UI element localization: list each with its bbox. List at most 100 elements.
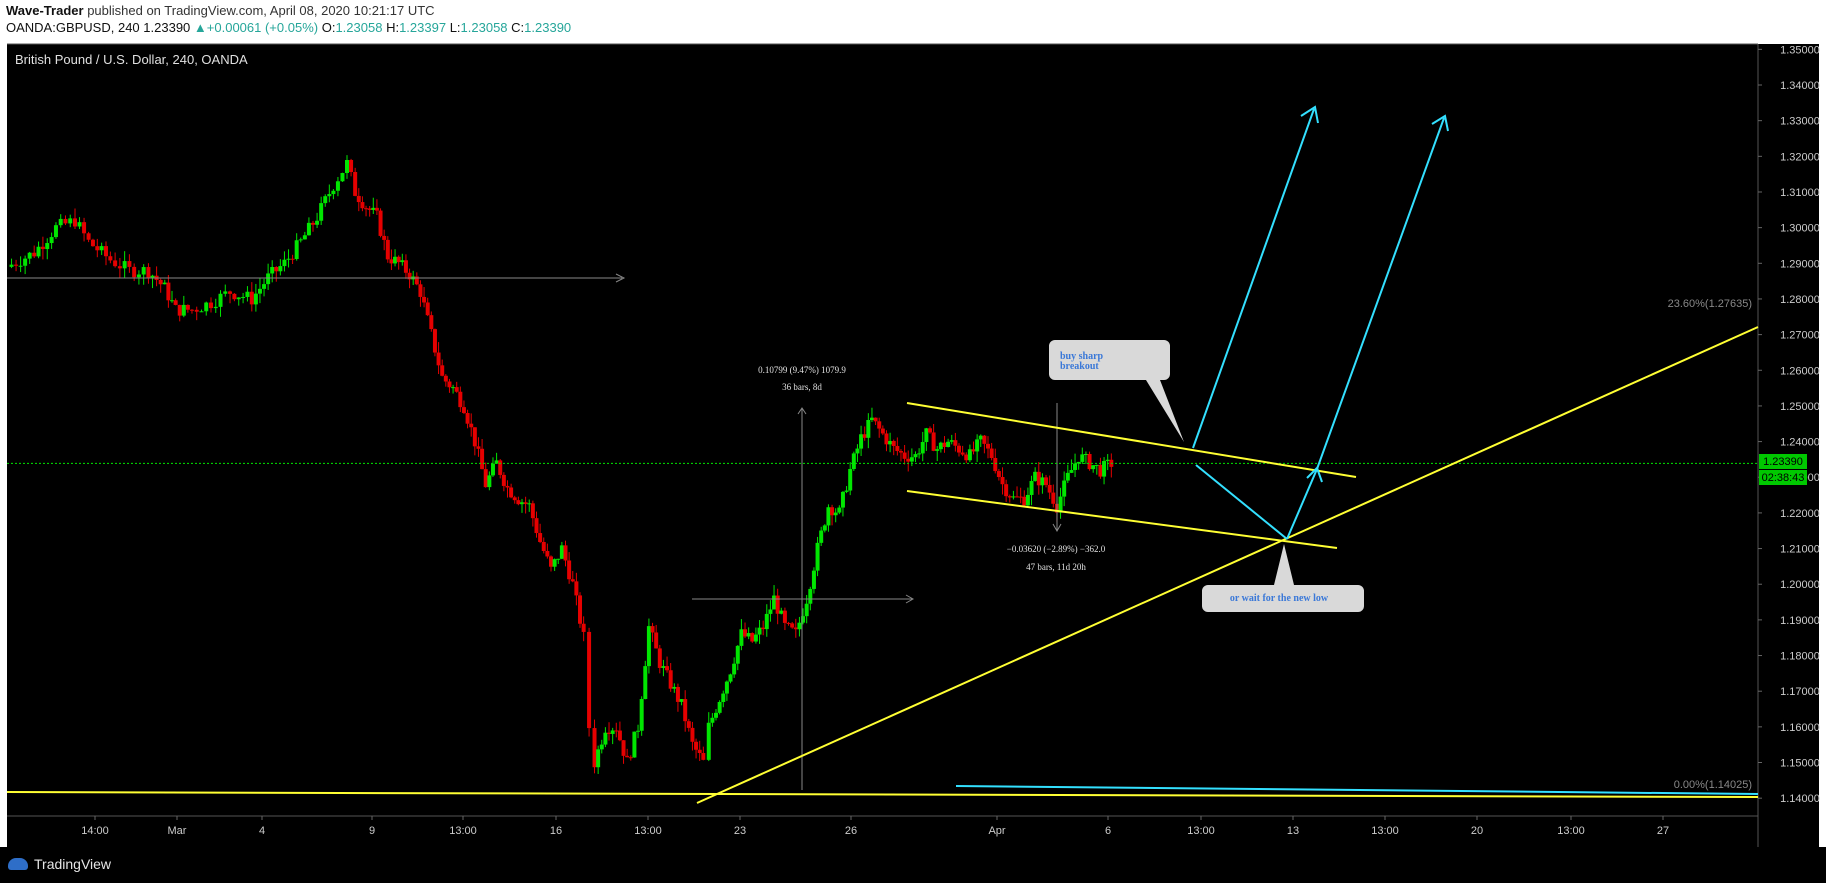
publish-header: Wave-Trader published on TradingView.com… [0,0,1826,44]
candle-up [1091,465,1096,470]
candle-up [302,235,307,240]
candle-up [596,749,601,768]
candle-up [706,722,711,760]
y-tick-label: 1.16000 [1780,722,1820,734]
candle-down [274,267,279,272]
candle-up [199,311,204,313]
high-label: H: [386,20,400,35]
candle-up [757,627,762,635]
candle-down [628,757,633,759]
candle-up [1076,461,1081,464]
callout-buy-text-2: breakout [1060,361,1099,372]
candle-up [840,491,845,508]
publisher-name[interactable]: Wave-Trader [6,3,84,18]
candle-up [315,220,320,225]
candle-up [487,475,492,488]
candle-down [621,740,626,756]
x-tick-label: 26 [845,825,857,837]
x-tick-label: 13:00 [449,825,477,837]
tradingview-logo[interactable]: TradingView [8,856,111,872]
candle-up [18,265,23,267]
candle-up [779,610,784,614]
channel-lower-line [906,490,1338,549]
rising-trendline [696,326,1759,804]
measure-up-line1: 0.10799 (9.47%) 1079.9 [758,365,846,375]
candle-down [1015,496,1020,498]
candle-up [494,460,499,464]
candle-down [654,632,659,649]
candle-up [797,622,802,630]
candle-down [501,474,506,486]
candle-up [717,702,722,713]
candle-down [73,218,77,227]
candle-up [728,674,733,682]
candle-up [848,468,853,491]
candle-down [614,730,619,732]
candle-down [617,730,622,741]
candle-down [957,445,961,453]
candle-down [761,627,766,630]
candle-up [204,302,209,312]
candle-up [599,744,604,750]
candle-up [888,440,893,445]
candle-down [567,560,572,580]
candle-up [804,603,809,617]
candle-up [714,712,719,718]
candle-up [1102,461,1107,477]
y-tick-label: 1.14000 [1780,793,1820,805]
candle-down [942,442,947,447]
candle-down [82,222,87,234]
projection-arrow-icon [1300,105,1319,124]
candle-up [282,259,287,267]
candle-up [53,225,58,238]
chart-area[interactable] [7,44,1819,847]
candle-down [364,208,369,210]
candle-up [819,530,824,543]
candle-down [228,291,233,294]
candle-down [895,445,900,452]
candle-up [319,203,324,221]
candle-up [772,595,777,610]
y-tick-label: 1.32000 [1780,151,1820,163]
candle-up [306,222,311,236]
candle-down [964,454,969,461]
candle-up [393,256,398,264]
candle-up [241,296,246,298]
candle-down [931,432,936,451]
candle-up [636,730,641,732]
candle-up [768,609,773,614]
candle-down [108,256,113,261]
candle-up [1083,453,1088,455]
y-tick-label: 1.33000 [1780,116,1820,128]
candle-down [650,626,655,633]
candle-up [552,559,557,567]
callout-buy-breakout[interactable] [1049,340,1184,442]
candle-up [826,507,831,526]
callout-new-low[interactable] [1202,544,1364,612]
candle-up [710,717,715,723]
candle-down [743,629,748,637]
close-value: 1.23390 [524,20,572,35]
candle-up [1029,481,1034,495]
candle-down [541,541,546,551]
candle-down [574,581,579,596]
candle-down [694,741,699,750]
candle-up [851,453,856,469]
candle-down [971,449,976,452]
candle-down [1051,492,1056,504]
candle-up [909,457,914,462]
candle-up [223,291,228,294]
candle-up [746,633,751,637]
measure-down-arrow-icon [1052,523,1062,533]
candle-down [996,471,1001,478]
candle-down [158,279,163,285]
y-tick-label: 1.34000 [1780,80,1820,92]
candle-up [1080,454,1085,462]
open-label: O: [321,20,336,35]
candle-up [99,246,104,251]
ray-arrow-icon [615,273,626,283]
candle-up [327,194,332,197]
candle-down [349,160,354,173]
candle-up [298,239,303,241]
